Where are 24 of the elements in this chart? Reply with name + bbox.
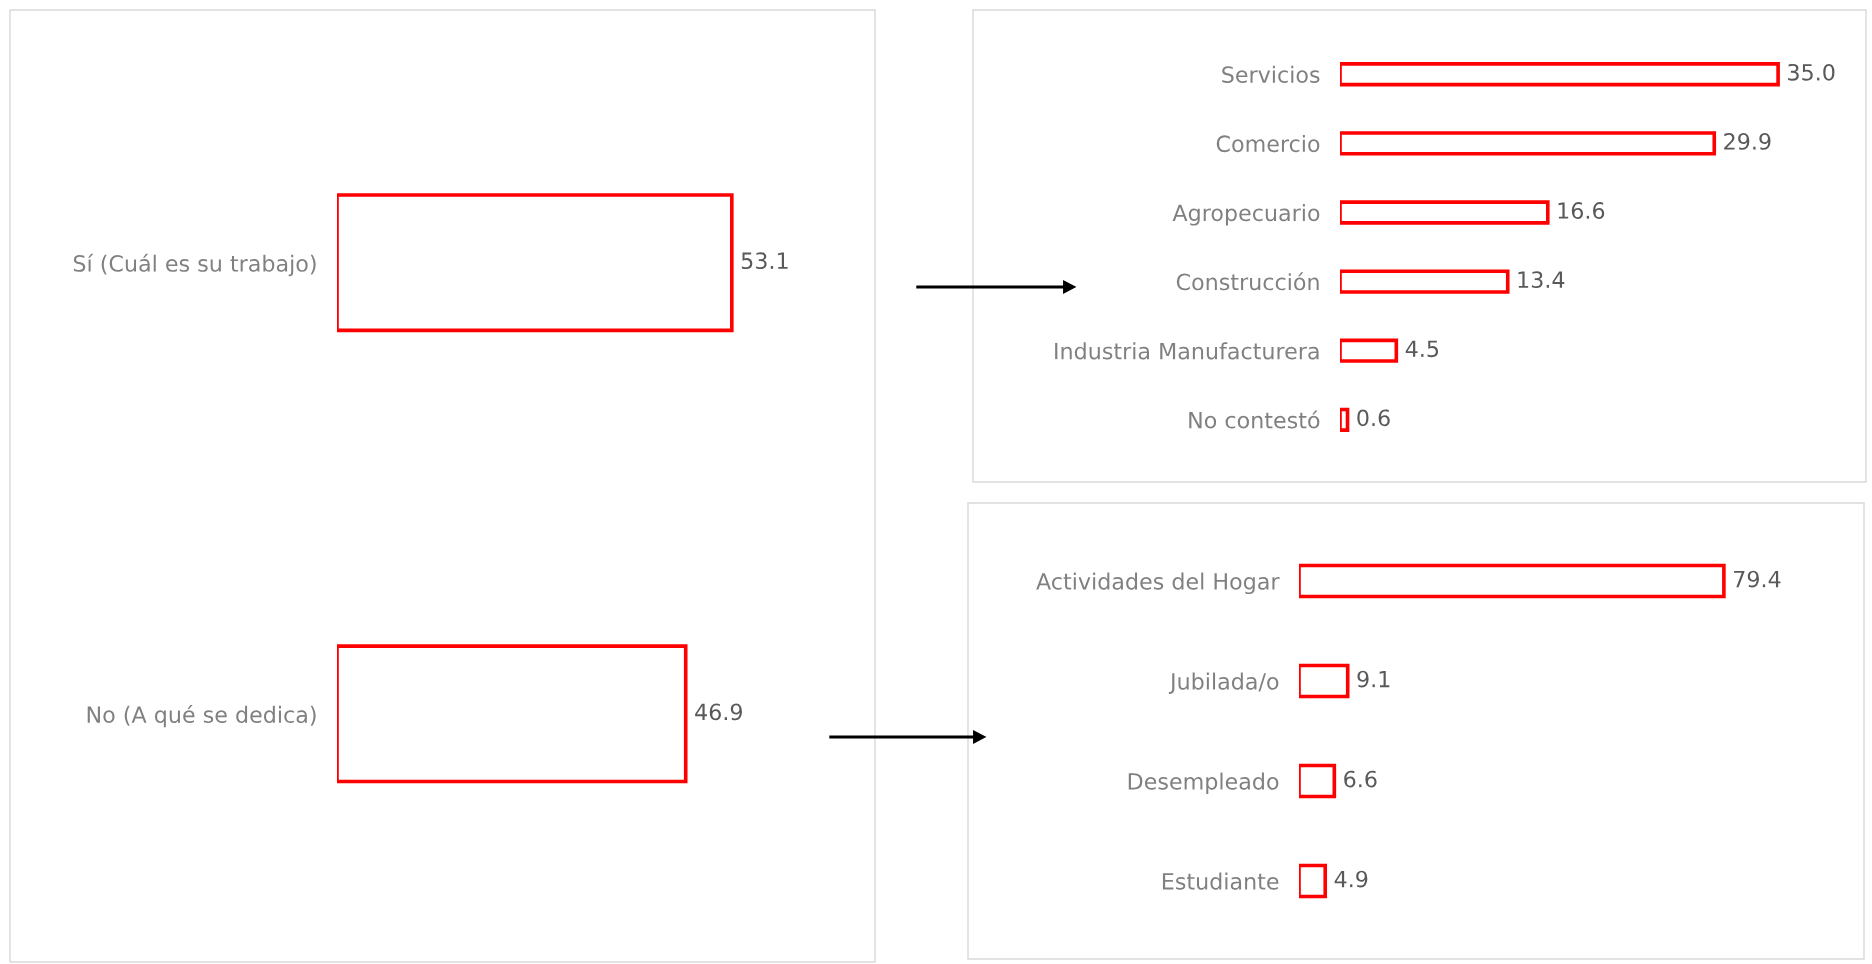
y-tick-label: Servicios (1222, 65, 1320, 84)
y-tick-label: Comercio (1216, 134, 1320, 153)
y-tick-label: Actividades del Hogar (1036, 572, 1280, 595)
data-label: 79.4 (1734, 570, 1781, 588)
data-label: 53.1 (741, 252, 788, 270)
data-label: 6.6 (1344, 770, 1377, 788)
y-tick-label: Jubilada/o (1168, 672, 1279, 694)
data-label: 46.9 (695, 703, 742, 721)
data-label: 4.5 (1405, 340, 1439, 358)
y-tick-label: Estudiante (1162, 872, 1279, 890)
y-tick-label: No contestó (1189, 410, 1320, 429)
y-tick-label: Construcción (1176, 272, 1319, 291)
data-label: 13.4 (1518, 271, 1565, 289)
y-tick-label: Desempleado (1128, 772, 1279, 795)
data-label: 4.9 (1334, 870, 1368, 888)
data-label: 16.6 (1558, 202, 1605, 219)
y-tick-label: Agropecuario (1172, 204, 1320, 226)
data-label: 35.0 (1788, 63, 1835, 81)
data-label: 9.1 (1357, 670, 1390, 688)
y-tick-label: Industria Manufacturera (1055, 342, 1319, 360)
data-label: 0.6 (1357, 409, 1390, 427)
data-label: 29.9 (1724, 133, 1771, 150)
y-tick-label: Sí (Cuál es su trabajo) (73, 253, 316, 277)
y-tick-label: No (A qué se dedica) (87, 704, 316, 728)
